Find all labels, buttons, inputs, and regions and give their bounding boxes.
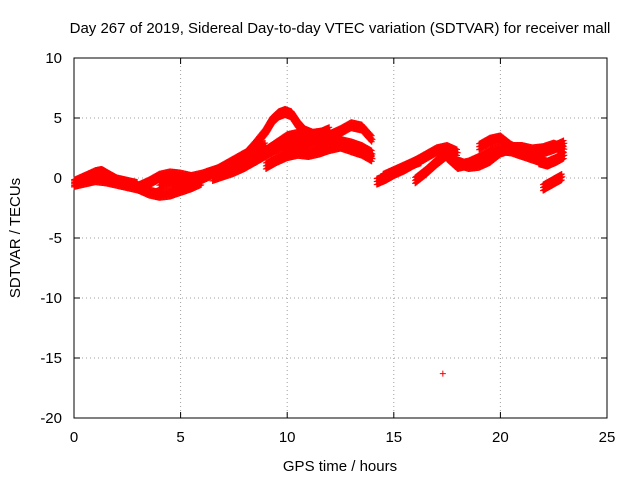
x-tick-labels: 0 5 10 15 20 25 (70, 429, 616, 446)
data-points (71, 106, 568, 377)
x-tick-label: 20 (492, 429, 509, 446)
y-tick-label: -15 (40, 350, 62, 367)
x-tick-label: 25 (599, 429, 616, 446)
grid (74, 58, 607, 418)
plot-frame (73, 57, 608, 419)
x-tick-label: 0 (70, 429, 78, 446)
y-tick-label: 10 (45, 50, 62, 67)
y-tick-label: 0 (54, 170, 62, 187)
y-tick-label: 5 (54, 110, 62, 127)
y-tick-label: -20 (40, 410, 62, 427)
x-tick-label: 10 (279, 429, 296, 446)
x-tick-label: 5 (176, 429, 184, 446)
y-tick-label: -10 (40, 290, 62, 307)
chart-title: Day 267 of 2019, Sidereal Day-to-day VTE… (70, 20, 611, 37)
series-pass-b (71, 166, 141, 192)
x-tick-label: 15 (385, 429, 402, 446)
y-tick-labels: -20 -15 -10 -5 0 5 10 (40, 50, 62, 427)
y-tick-label: -5 (49, 230, 62, 247)
axis-ticks (73, 57, 608, 419)
